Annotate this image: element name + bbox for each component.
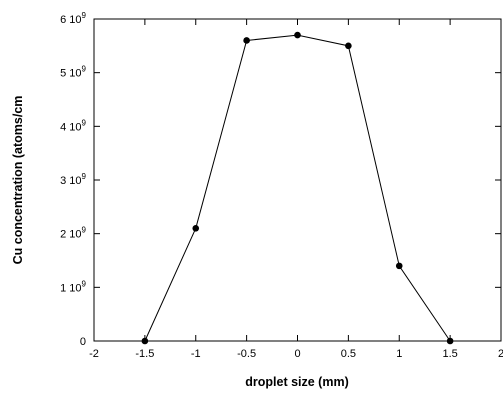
data-series <box>141 31 454 345</box>
x-axis-title: droplet size (mm) <box>245 375 349 389</box>
plot-frame <box>93 18 502 342</box>
x-tick-label: -2 <box>89 348 99 360</box>
x-tick-label: 1 <box>396 348 402 360</box>
y-tick-label: 2 109 <box>60 226 86 241</box>
data-point <box>395 262 403 270</box>
y-tick-exponent: 9 <box>82 279 87 288</box>
data-point <box>243 37 250 44</box>
y-tick-label: 1 109 <box>60 279 86 294</box>
x-tick-label: 2 <box>498 348 503 360</box>
y-tick-label: 6 109 <box>60 11 86 26</box>
data-point <box>294 31 301 39</box>
y-tick-label: 0 <box>80 336 86 348</box>
y-tick-exponent: 9 <box>82 65 87 74</box>
x-tick-label: -1 <box>191 348 201 360</box>
y-tick-mantissa: 4 10 <box>60 121 81 133</box>
y-tick-mantissa: 2 10 <box>60 229 81 241</box>
y-tick-label: 4 109 <box>60 118 86 133</box>
y-tick-mantissa: 5 10 <box>60 68 81 80</box>
y-tick-exponent: 9 <box>82 11 87 20</box>
x-tick-label: -0.5 <box>237 348 256 360</box>
x-axis-ticks: -2 -1.5 -1 -0.5 0 0.5 1 1.5 2 <box>89 19 503 360</box>
y-tick-mantissa: 1 10 <box>60 282 81 294</box>
data-point <box>345 42 352 50</box>
y-tick-exponent: 9 <box>82 172 87 181</box>
y-tick-label: 5 109 <box>60 65 86 80</box>
data-point <box>141 337 149 345</box>
y-tick-exponent: 9 <box>82 226 87 235</box>
y-tick-mantissa: 0 <box>80 336 86 348</box>
y-tick-mantissa: 3 10 <box>60 175 81 187</box>
data-point <box>446 337 454 345</box>
x-tick-label: 0 <box>294 348 300 360</box>
y-tick-exponent: 9 <box>82 118 87 127</box>
data-point <box>192 225 200 232</box>
x-tick-label: 0.5 <box>341 348 356 360</box>
y-tick-label: 3 109 <box>60 172 86 187</box>
x-tick-label: 1.5 <box>442 348 457 360</box>
series-line <box>144 34 451 342</box>
y-tick-mantissa: 6 10 <box>60 14 81 26</box>
x-tick-label: -1.5 <box>135 348 154 360</box>
y-axis-title: Cu concentration (atoms/cm <box>11 96 25 265</box>
